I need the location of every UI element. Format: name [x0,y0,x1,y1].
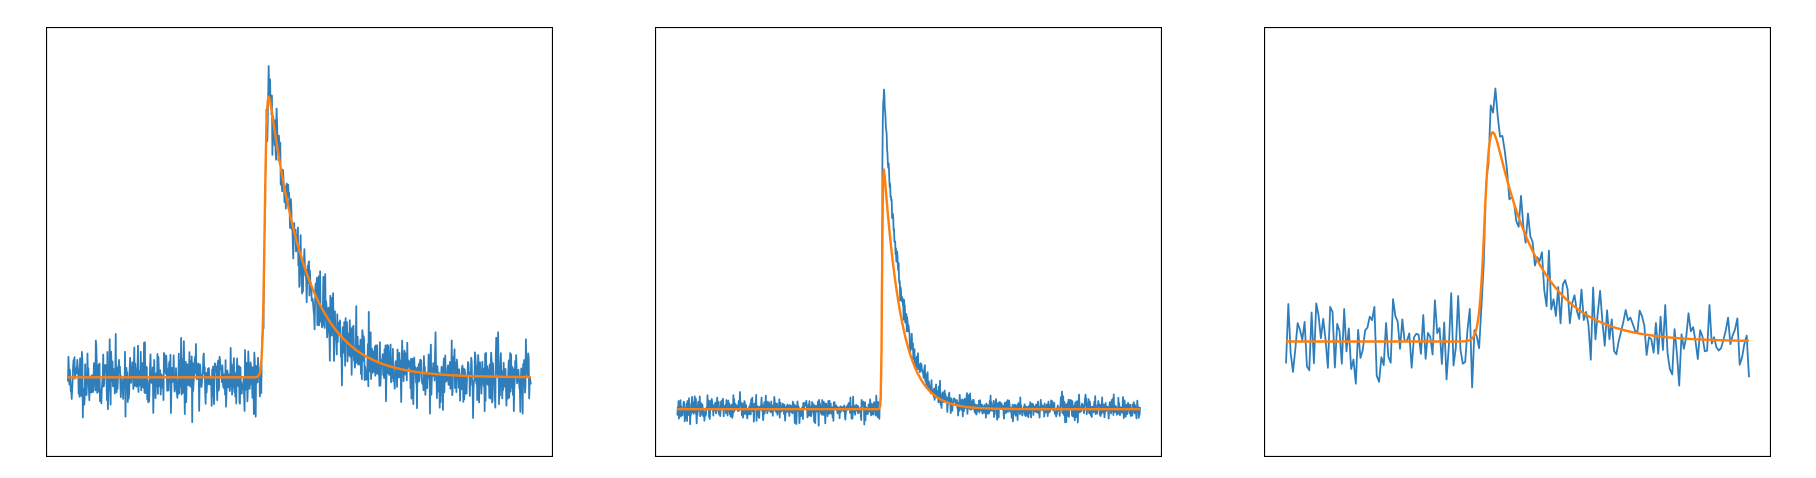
signal-series-line [67,65,532,424]
chart-svg-right [1264,27,1771,457]
fit-series-line [67,95,532,379]
plot-frame [1264,27,1771,457]
plot-frame [46,27,553,457]
chart-panel-right [1264,27,1771,457]
chart-panel-left [46,27,553,457]
plot-frame [655,27,1162,457]
fit-series-line [676,168,1141,411]
signal-series-line [1285,87,1750,389]
fit-series-line [1285,131,1750,343]
chart-svg-middle [655,27,1162,457]
chart-svg-left [46,27,553,457]
chart-panel-middle [655,27,1162,457]
